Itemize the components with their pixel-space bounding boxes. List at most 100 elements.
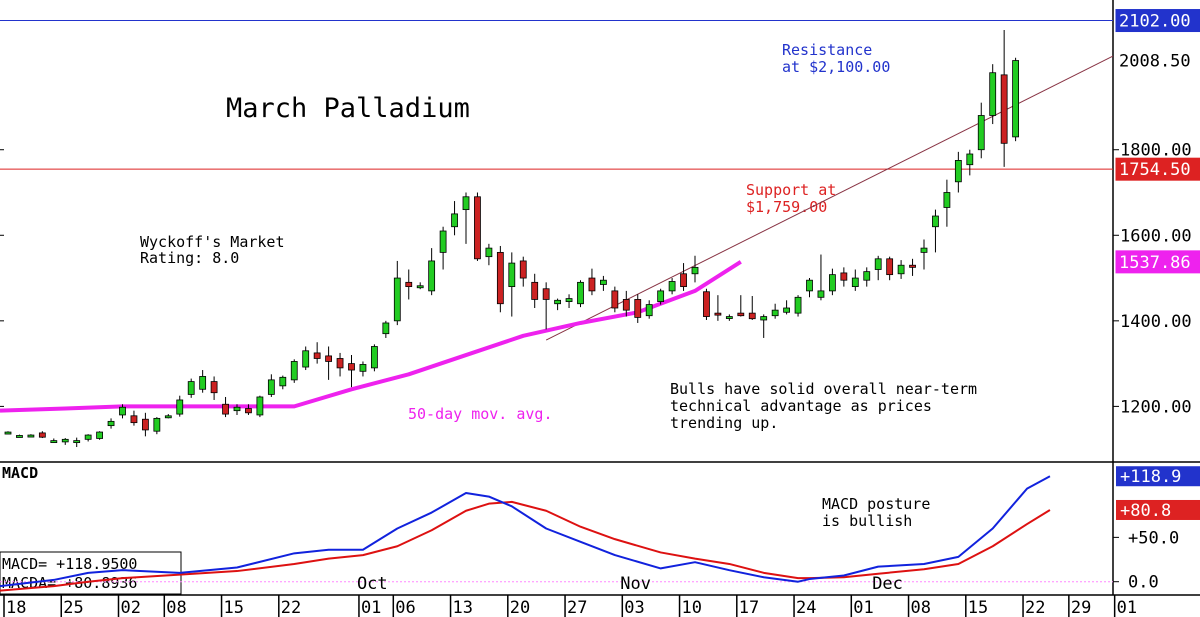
candle-up (829, 274, 836, 292)
price-tick-label: 1400.00 (1120, 312, 1192, 332)
candle-up (668, 281, 676, 292)
candle-up (1012, 60, 1019, 138)
support-label: Support at (746, 181, 836, 199)
date-label: 01 (1117, 598, 1137, 617)
candle-down (634, 299, 642, 318)
month-label: Dec (872, 574, 903, 594)
date-label: 29 (1071, 598, 1091, 617)
candle-up (96, 431, 103, 439)
candle-up (279, 376, 287, 387)
candle-up (256, 396, 264, 416)
candle-up (370, 346, 378, 369)
price-tick-label: 1800.00 (1120, 141, 1192, 161)
date-label: 03 (624, 598, 644, 617)
date-label: 10 (682, 598, 702, 617)
date-label: 17 (739, 598, 759, 617)
candle-down (348, 363, 355, 371)
candle-up (851, 277, 859, 288)
candle-down (130, 415, 138, 424)
candle-up (176, 399, 184, 415)
macd-annotation-line-1: MACD posture (822, 495, 930, 513)
macda-line (0, 500, 1051, 592)
candle-up (84, 434, 92, 440)
candle-up (485, 247, 493, 258)
candle-up (359, 364, 367, 372)
candle-up (451, 213, 458, 228)
macd-tag (1116, 466, 1200, 487)
candle-down (748, 312, 756, 320)
uptrend-line (545, 55, 1114, 341)
candle-up (806, 279, 813, 292)
candle-up (874, 258, 882, 270)
candle-down (141, 418, 149, 431)
macd-tick-label: 0.0 (1128, 573, 1159, 593)
candle-up (382, 322, 390, 335)
date-label: 20 (510, 598, 530, 617)
chart-title: March Palladium (226, 93, 470, 124)
candle-up (691, 266, 699, 275)
candle-up (164, 415, 172, 419)
moving-average-label: 50-day mov. avg. (408, 405, 553, 423)
moving-average-line (0, 260, 742, 413)
date-label: 24 (796, 598, 816, 617)
price-tag (1115, 49, 1200, 73)
date-label: 15 (224, 598, 244, 617)
candle-down (737, 312, 745, 317)
candle-down (405, 281, 413, 288)
date-label: 13 (453, 598, 473, 617)
support-value-label: $1,759.00 (746, 198, 827, 216)
candle-up (233, 406, 241, 412)
candle-up (119, 406, 126, 416)
candle-up (771, 309, 779, 317)
rating-value: Rating: 8.0 (140, 249, 239, 267)
price-tag-label: 1754.50 (1119, 160, 1191, 180)
candle-down (38, 432, 46, 438)
macd-title: MACD (2, 464, 38, 482)
candle-down (611, 290, 619, 309)
annotation-line-3: trending up. (670, 414, 778, 432)
macd-tick-label: +50.0 (1128, 528, 1179, 548)
candle-up (416, 285, 424, 289)
date-label: 25 (63, 598, 83, 617)
candle-up (393, 277, 401, 322)
candle-down (622, 299, 630, 311)
rating-label: Wyckoff's Market (140, 233, 285, 251)
candle-down (496, 251, 504, 305)
annotation-line-1: Bulls have solid overall near-term (670, 380, 977, 398)
macd-annotation-line-2: is bullish (822, 512, 912, 530)
price-tick-label: 1600.00 (1120, 226, 1192, 246)
candle-down (840, 272, 848, 281)
candle-up (760, 316, 768, 321)
candle-up (783, 307, 790, 313)
candle-up (565, 298, 573, 302)
price-tag (1115, 157, 1200, 181)
candle-down (474, 196, 481, 260)
candle-up (50, 440, 58, 444)
candle-down (542, 288, 550, 300)
candle-down (703, 291, 710, 317)
candle-up (657, 290, 665, 302)
candle-up (199, 376, 207, 390)
candle-up (439, 230, 447, 253)
price-tick-label: 1200.00 (1120, 397, 1192, 417)
candle-up (16, 435, 23, 438)
candle-up (989, 72, 997, 116)
candle-up (863, 271, 871, 281)
candle-down (336, 358, 344, 369)
candle-up (107, 420, 115, 427)
price-tag-label: 1537.86 (1119, 253, 1191, 273)
candle-down (313, 352, 321, 359)
price-tag-label: 2008.50 (1119, 52, 1191, 72)
candle-up (645, 304, 653, 317)
candle-up (302, 350, 310, 368)
candle-down (680, 273, 687, 288)
candle-down (222, 403, 229, 415)
date-label: 01 (361, 598, 381, 617)
candle-up (932, 215, 939, 228)
candle-up (817, 290, 825, 298)
candle-up (897, 264, 905, 275)
candle-up (267, 379, 275, 395)
candle-up (508, 262, 516, 288)
month-label: Nov (620, 574, 651, 594)
date-label: 15 (968, 598, 988, 617)
